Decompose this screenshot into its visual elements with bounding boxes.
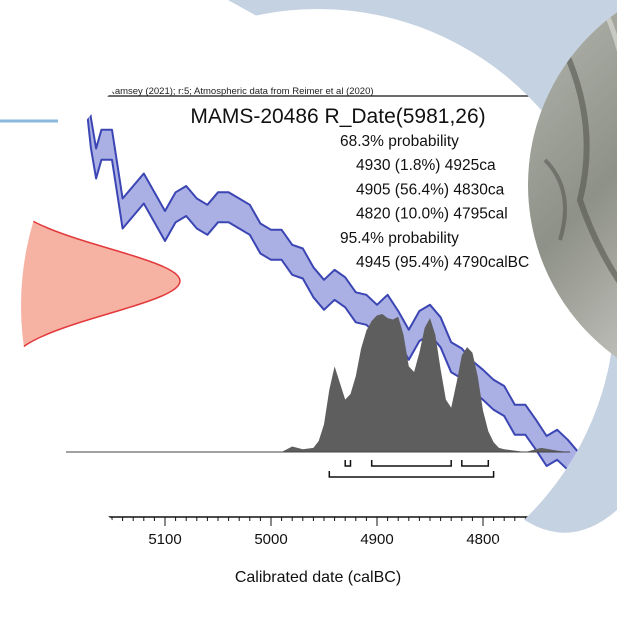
probability-text: 68.3% probability 4930 (1.8%) 4925ca 4905 … — [340, 133, 529, 271]
x-tick-label: 5000 — [254, 531, 287, 548]
probability-line: 68.3% probability — [340, 133, 459, 150]
probability-line: 95.4% probability — [340, 230, 459, 247]
magnifier-circle — [21, 9, 615, 603]
x-tick-label: 4800 — [466, 531, 499, 548]
range-95-bracket — [328, 471, 495, 478]
posterior-distribution — [260, 314, 568, 452]
probability-line: 4945 (95.4%) 4790calBC — [356, 254, 529, 271]
x-axis-label: Calibrated date (calBC) — [235, 569, 401, 586]
x-tick-label: 5100 — [148, 531, 181, 548]
range-68-bracket — [461, 460, 490, 467]
range-68-bracket — [370, 460, 452, 467]
measurement-gaussian — [21, 150, 181, 412]
x-tick-label: 00 — [51, 531, 68, 548]
x-tick-label: 4900 — [360, 531, 393, 548]
probability-line: 4905 (56.4%) 4830ca — [356, 181, 505, 198]
range-68-bracket — [344, 460, 352, 467]
probability-line: 4820 (10.0%) 4795cal — [356, 206, 508, 223]
x-tick-label: 47 — [581, 531, 598, 548]
x-axis-ticks — [69, 517, 569, 526]
header-credit-text: onk Ramsey (2021); r:5; Atmospheric data… — [90, 86, 374, 97]
chart-title: MAMS-20486 R_Date(5981,26) — [190, 105, 485, 128]
probability-line: 4930 (1.8%) 4925ca — [356, 157, 496, 174]
y-axis — [13, 180, 20, 420]
x-axis-tick-labels: 00 5100 5000 4900 4800 47 — [51, 531, 598, 548]
range-brackets — [328, 460, 495, 478]
